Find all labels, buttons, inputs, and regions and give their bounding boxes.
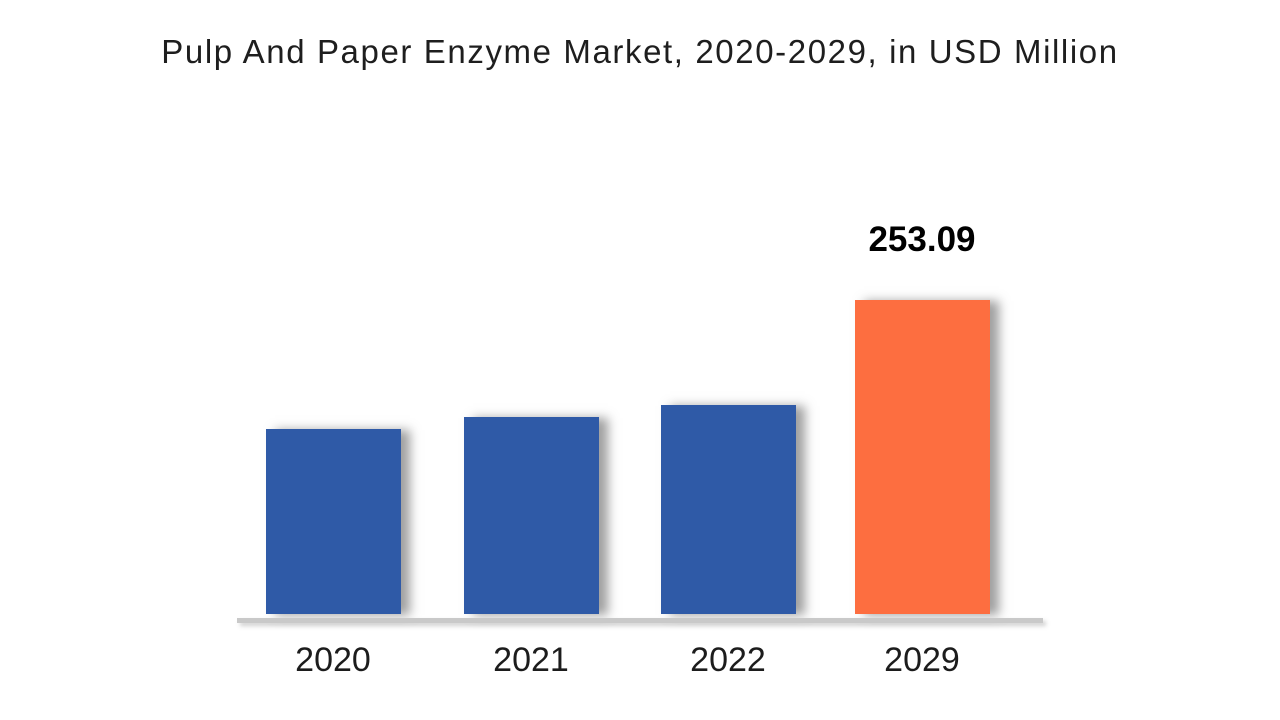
bar-2022 xyxy=(660,405,796,614)
bar-2020 xyxy=(265,429,401,614)
bar-2021 xyxy=(463,417,599,614)
x-tick-2029: 2029 xyxy=(884,641,960,679)
x-tick-2020: 2020 xyxy=(295,641,371,679)
chart-title: Pulp And Paper Enzyme Market, 2020-2029,… xyxy=(161,33,1119,70)
value-label-2029: 253.09 xyxy=(868,220,976,259)
x-axis-line xyxy=(237,618,1043,623)
x-tick-2022: 2022 xyxy=(690,641,766,679)
bar-2029 xyxy=(854,300,990,614)
x-tick-2021: 2021 xyxy=(493,641,569,679)
